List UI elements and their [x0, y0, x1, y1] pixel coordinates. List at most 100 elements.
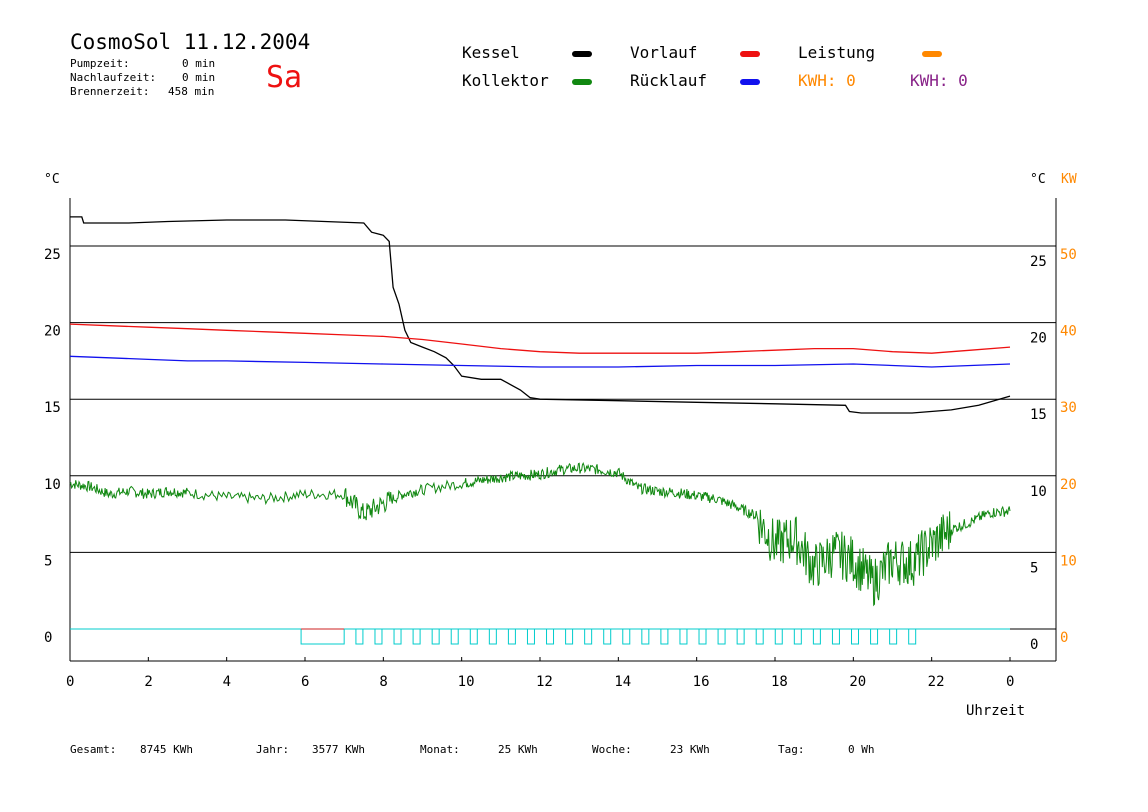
x-tick-label: 4 [223, 674, 231, 690]
pump-pulse [546, 628, 555, 645]
pump-pulse [851, 628, 860, 645]
pump-pulse [565, 628, 574, 645]
legend-swatch-vorlauf [740, 51, 760, 57]
legend-swatch-kollektor [572, 79, 592, 85]
pump-pulse [488, 628, 497, 645]
pump-pulse [355, 628, 364, 645]
y2-tick-label: 0 [1060, 630, 1068, 646]
pump-pulse [736, 628, 745, 645]
y-unit-left: °C [44, 172, 60, 187]
pump-pulse [374, 628, 383, 645]
y-tick-label-right: 15 [1030, 407, 1047, 423]
pump-pulse [584, 628, 593, 645]
x-tick-label: 12 [536, 674, 553, 690]
pump-pulse [431, 628, 440, 645]
footer-label: Tag: [778, 743, 805, 756]
legend-label-kollektor: Kollektor [462, 71, 549, 90]
pump-pulse [603, 628, 612, 645]
pump-pulse [507, 628, 516, 645]
stat-value: 0 min [182, 57, 216, 70]
y-tick-label-left: 10 [44, 477, 61, 493]
y2-unit: KW [1061, 172, 1077, 187]
legend-label-kessel: Kessel [462, 43, 520, 62]
series-lines [69, 216, 1011, 607]
series-kollektor [69, 462, 1011, 607]
y-tick-label-right: 20 [1030, 331, 1047, 347]
x-tick-label: 0 [1006, 674, 1014, 690]
x-tick-label: 10 [458, 674, 475, 690]
y-tick-label-left: 5 [44, 553, 52, 569]
y-unit-right: °C [1030, 172, 1046, 187]
pump-pulse [698, 628, 707, 645]
footer-value: 25 KWh [498, 743, 538, 756]
y-tick-label-left: 0 [44, 630, 52, 646]
y2-tick-label: 20 [1060, 477, 1077, 493]
pump-pulse [812, 628, 821, 645]
y2-tick-label: 50 [1060, 247, 1077, 263]
y-tick-label-right: 5 [1030, 560, 1038, 576]
pump-pulse [469, 628, 478, 645]
y-tick-label-right: 0 [1030, 637, 1038, 653]
stat-label: Pumpzeit: [70, 57, 130, 70]
weekday-label: Sa [266, 60, 303, 95]
footer-value: 3577 KWh [312, 743, 365, 756]
pump-pulse [831, 628, 840, 645]
x-tick-label: 6 [301, 674, 309, 690]
x-tick-label: 22 [928, 674, 945, 690]
pump-events [70, 628, 1010, 645]
pump-pulse [774, 628, 783, 645]
pump-pulse [793, 628, 802, 645]
y-tick-label-left: 25 [44, 247, 61, 263]
footer-label: Woche: [592, 743, 632, 756]
legend-swatch-leistung [922, 51, 942, 57]
pump-pulse [412, 628, 421, 645]
series-vorlauf [69, 323, 1011, 354]
y2-tick-label: 30 [1060, 400, 1077, 416]
pump-pulse [393, 628, 402, 645]
pump-pulse [641, 628, 650, 645]
stat-value: 458 min [168, 85, 215, 98]
legend-swatch-kessel [572, 51, 592, 57]
legend-label-ruecklauf: Rücklauf [630, 71, 708, 90]
y-tick-label-left: 15 [44, 400, 61, 416]
y-tick-label-right: 25 [1030, 254, 1047, 270]
x-tick-label: 20 [849, 674, 866, 690]
x-tick-label: 16 [693, 674, 710, 690]
footer-label: Jahr: [256, 743, 290, 756]
footer-label: Monat: [420, 743, 460, 756]
stat-value: 0 min [182, 71, 216, 84]
kwh-value-2: KWH: 0 [910, 71, 968, 90]
x-tick-label: 0 [66, 674, 74, 690]
kwh-value-1: KWH: 0 [798, 71, 856, 90]
pump-pulse [660, 628, 669, 645]
footer-value: 0 Wh [848, 743, 875, 756]
y-tick-label-right: 10 [1030, 484, 1047, 500]
x-tick-label: 14 [614, 674, 631, 690]
y2-tick-label: 10 [1060, 553, 1077, 569]
footer-label: Gesamt: [70, 743, 117, 756]
y2-tick-label: 40 [1060, 324, 1077, 340]
x-tick-label: 2 [144, 674, 152, 690]
legend-label-vorlauf: Vorlauf [630, 43, 698, 62]
x-axis-label: Uhrzeit [966, 703, 1025, 719]
legend-swatch-ruecklauf [740, 79, 760, 85]
pump-pulse [679, 628, 688, 645]
series-kessel [70, 216, 1011, 414]
series-ruecklauf [69, 355, 1011, 368]
y-tick-label-left: 20 [44, 324, 61, 340]
x-tick-label: 8 [379, 674, 387, 690]
axes [69, 198, 1057, 662]
stat-label: Brennerzeit: [70, 85, 150, 98]
legend-label-leistung: Leistung [798, 43, 876, 62]
page-title: CosmoSol 11.12.2004 [70, 30, 311, 54]
pump-pulse [755, 628, 764, 645]
pump-pulse [717, 628, 726, 645]
footer-value: 23 KWh [670, 743, 710, 756]
pump-pulse [526, 628, 535, 645]
pump-pulse [889, 628, 898, 645]
pump-run-block [300, 628, 345, 645]
pump-pulse [622, 628, 631, 645]
stat-label: Nachlaufzeit: [70, 71, 157, 84]
